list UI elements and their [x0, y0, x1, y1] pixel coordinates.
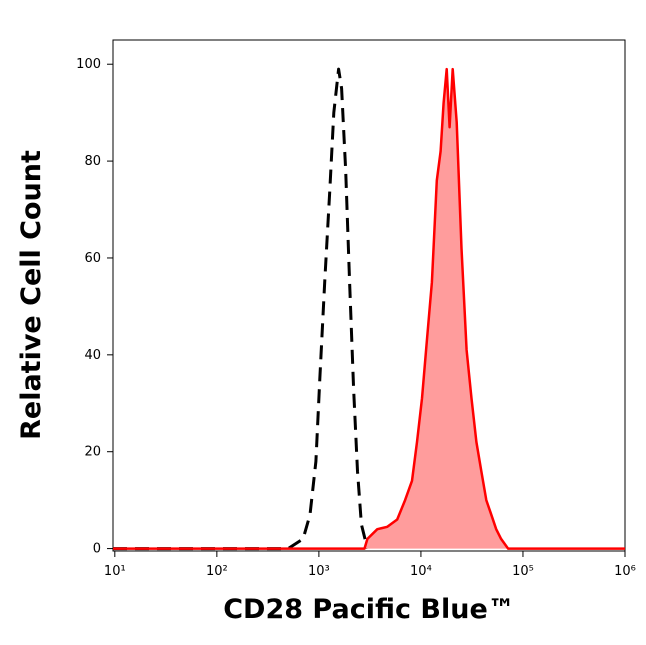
- y-tick-label: 80: [84, 154, 101, 169]
- y-tick-label: 100: [76, 57, 101, 72]
- x-tick-label: 10⁶: [614, 564, 636, 579]
- x-tick-label: 10⁵: [512, 564, 534, 579]
- area-fill: [113, 69, 625, 549]
- y-axis-title: Relative Cell Count: [16, 150, 47, 440]
- plot-frame: [112, 39, 626, 552]
- y-tick-label: 40: [84, 348, 101, 363]
- y-tick-label: 20: [84, 445, 101, 460]
- x-tick-label: 10²: [206, 564, 228, 579]
- histogram-line: [113, 67, 369, 551]
- y-tick-label: 0: [93, 542, 101, 557]
- x-axis-title: CD28 Pacific Blue™: [223, 594, 515, 625]
- x-tick-label: 10¹: [104, 564, 126, 579]
- x-tick-label: 10⁴: [410, 564, 432, 579]
- x-tick-label: 10³: [308, 564, 330, 579]
- y-tick-label: 60: [84, 251, 101, 266]
- histogram-line: [113, 67, 625, 550]
